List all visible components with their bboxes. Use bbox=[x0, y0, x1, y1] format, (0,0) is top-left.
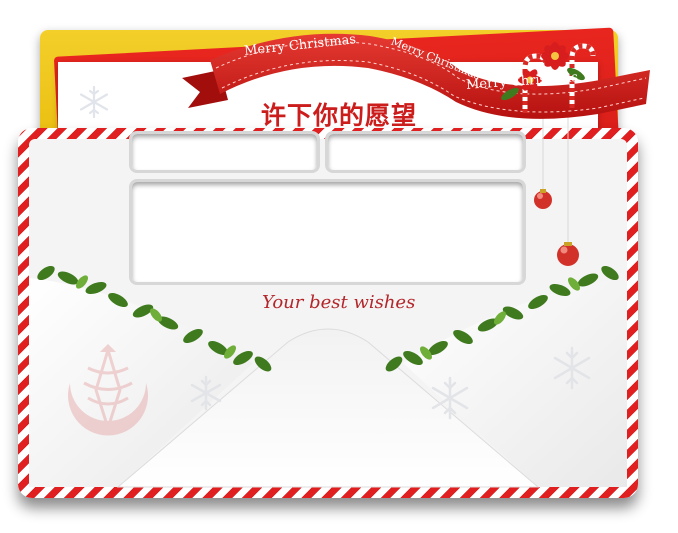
page-title: 许下你的愿望 bbox=[260, 101, 417, 130]
best-wishes-text: Your best wishes bbox=[262, 292, 416, 313]
envelope-front bbox=[29, 265, 627, 488]
ornament-icon bbox=[534, 90, 579, 266]
snowflake-icon bbox=[79, 85, 109, 119]
wish-textarea[interactable] bbox=[129, 179, 526, 285]
snowflake-icon bbox=[190, 346, 591, 420]
brand-logo bbox=[68, 344, 149, 436]
contact-input[interactable] bbox=[325, 131, 526, 173]
poinsettia-icon bbox=[501, 42, 585, 101]
holly-icon bbox=[385, 265, 619, 372]
holly-icon bbox=[37, 265, 272, 372]
ribbon-banner bbox=[182, 33, 650, 119]
name-input[interactable] bbox=[129, 131, 320, 173]
